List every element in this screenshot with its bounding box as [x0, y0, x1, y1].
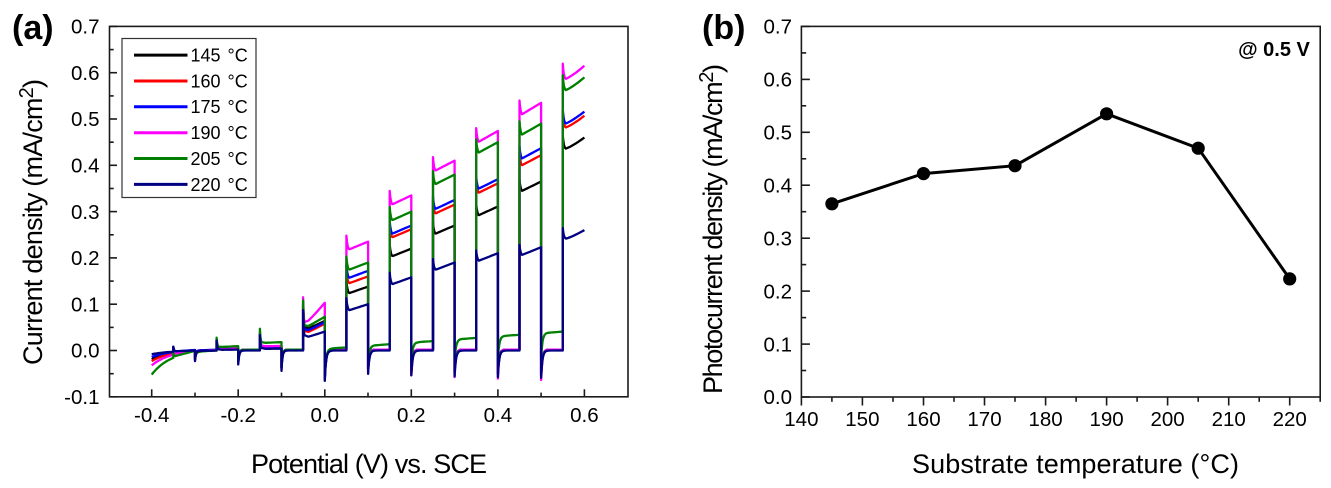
svg-text:0.4: 0.4: [71, 155, 100, 178]
svg-text:0.5: 0.5: [71, 108, 100, 131]
svg-text:0.7: 0.7: [764, 16, 793, 39]
svg-text:220: 220: [1273, 408, 1307, 431]
svg-text:0.2: 0.2: [764, 280, 793, 303]
svg-text:0.1: 0.1: [764, 333, 793, 356]
svg-text:210: 210: [1212, 408, 1246, 431]
svg-text:0.4: 0.4: [764, 174, 793, 197]
svg-text:0.5: 0.5: [764, 122, 793, 145]
svg-text:(a): (a): [12, 9, 54, 47]
svg-text:Potential (V) vs. SCE: Potential (V) vs. SCE: [251, 449, 487, 479]
svg-text:-0.1: -0.1: [64, 386, 99, 409]
svg-text:205°C: 205 °C: [191, 149, 248, 169]
svg-text:0.2: 0.2: [71, 247, 100, 270]
svg-text:190: 190: [1089, 408, 1123, 431]
svg-text:150: 150: [845, 408, 879, 431]
svg-text:170: 170: [967, 408, 1001, 431]
svg-text:175°C: 175 °C: [191, 97, 248, 117]
svg-text:-0.2: -0.2: [221, 404, 256, 427]
svg-text:160°C: 160 °C: [191, 71, 248, 91]
svg-text:Current density (mA/cm2): Current density (mA/cm2): [16, 79, 48, 365]
svg-text:145°C: 145 °C: [191, 46, 248, 66]
svg-text:0.4: 0.4: [484, 404, 513, 427]
svg-text:190°C: 190 °C: [191, 123, 248, 143]
svg-text:Substrate temperature (°C): Substrate temperature (°C): [912, 449, 1239, 479]
svg-text:@ 0.5 V: @ 0.5 V: [1238, 39, 1310, 61]
svg-text:0.3: 0.3: [764, 227, 793, 250]
svg-text:160: 160: [906, 408, 940, 431]
svg-text:0.6: 0.6: [570, 404, 599, 427]
svg-text:180: 180: [1028, 408, 1062, 431]
svg-text:(b): (b): [702, 9, 745, 47]
svg-text:220°C: 220 °C: [191, 175, 248, 195]
svg-text:0.3: 0.3: [71, 201, 100, 224]
svg-text:0.2: 0.2: [397, 404, 426, 427]
svg-text:-0.4: -0.4: [134, 404, 169, 427]
svg-text:Photocurrent density (mA/cm2): Photocurrent density (mA/cm2): [696, 64, 728, 394]
svg-text:0.6: 0.6: [71, 62, 100, 85]
svg-text:140: 140: [784, 408, 818, 431]
svg-text:0.0: 0.0: [71, 340, 100, 363]
svg-text:200: 200: [1150, 408, 1184, 431]
svg-text:0.0: 0.0: [764, 386, 793, 409]
svg-text:0.1: 0.1: [71, 293, 100, 316]
svg-text:0.6: 0.6: [764, 69, 793, 92]
svg-text:0.7: 0.7: [71, 16, 100, 39]
svg-text:0.0: 0.0: [311, 404, 340, 427]
